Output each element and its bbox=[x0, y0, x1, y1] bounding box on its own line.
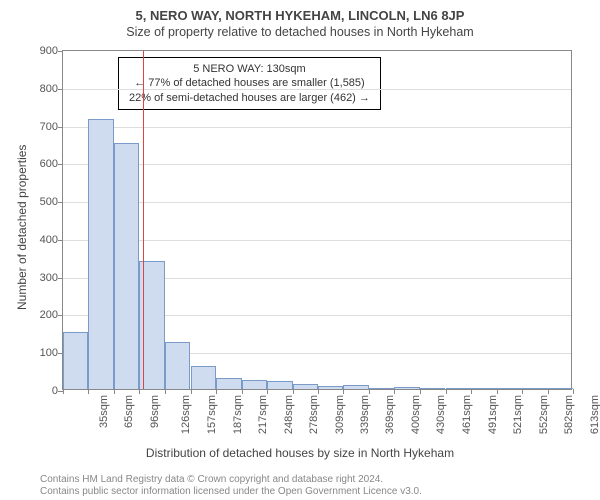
x-tick-label: 65sqm bbox=[123, 395, 135, 428]
y-tick-label: 600 bbox=[40, 158, 58, 170]
histogram-bar bbox=[446, 388, 471, 389]
histogram-bar bbox=[88, 119, 114, 389]
y-tick-mark bbox=[58, 278, 63, 279]
histogram-bar bbox=[548, 388, 573, 389]
y-tick-label: 700 bbox=[40, 121, 58, 133]
x-tick-mark bbox=[420, 389, 421, 394]
x-tick-mark bbox=[267, 389, 268, 394]
x-tick-mark bbox=[165, 389, 166, 394]
y-tick-label: 100 bbox=[40, 347, 58, 359]
x-tick-label: 278sqm bbox=[308, 395, 320, 434]
histogram-bar bbox=[63, 332, 88, 389]
chart-plot-area: 5 NERO WAY: 130sqm ← 77% of detached hou… bbox=[62, 50, 572, 390]
x-tick-mark bbox=[369, 389, 370, 394]
footer-line-2: Contains public sector information licen… bbox=[40, 486, 422, 498]
histogram-bar bbox=[191, 366, 216, 389]
histogram-bar bbox=[497, 388, 522, 389]
title-main: 5, NERO WAY, NORTH HYKEHAM, LINCOLN, LN6… bbox=[0, 0, 600, 23]
x-tick-mark bbox=[318, 389, 319, 394]
x-tick-label: 582sqm bbox=[563, 395, 575, 434]
x-tick-label: 126sqm bbox=[180, 395, 192, 434]
y-tick-mark bbox=[58, 240, 63, 241]
histogram-bar bbox=[394, 387, 420, 389]
x-tick-mark bbox=[216, 389, 217, 394]
y-tick-label: 500 bbox=[40, 196, 58, 208]
x-tick-mark bbox=[548, 389, 549, 394]
reference-line bbox=[143, 51, 144, 389]
histogram-bar bbox=[242, 380, 267, 389]
x-tick-mark bbox=[446, 389, 447, 394]
y-tick-label: 300 bbox=[40, 272, 58, 284]
histogram-bar bbox=[318, 386, 343, 389]
x-tick-label: 187sqm bbox=[232, 395, 244, 434]
x-tick-mark bbox=[394, 389, 395, 394]
x-axis-label: Distribution of detached houses by size … bbox=[0, 446, 600, 460]
x-tick-label: 491sqm bbox=[487, 395, 499, 434]
x-tick-mark bbox=[293, 389, 294, 394]
x-tick-mark bbox=[522, 389, 523, 394]
x-tick-label: 613sqm bbox=[589, 395, 600, 434]
y-axis-label: Number of detached properties bbox=[15, 145, 29, 310]
x-tick-mark bbox=[242, 389, 243, 394]
y-tick-label: 900 bbox=[40, 45, 58, 57]
chart-container: 5, NERO WAY, NORTH HYKEHAM, LINCOLN, LN6… bbox=[0, 0, 600, 500]
x-tick-label: 35sqm bbox=[98, 395, 110, 428]
x-tick-label: 521sqm bbox=[512, 395, 524, 434]
y-tick-mark bbox=[58, 315, 63, 316]
footer-line-1: Contains HM Land Registry data © Crown c… bbox=[40, 474, 422, 486]
x-tick-label: 339sqm bbox=[359, 395, 371, 434]
histogram-bar bbox=[114, 143, 139, 389]
x-tick-mark bbox=[191, 389, 192, 394]
x-tick-mark bbox=[471, 389, 472, 394]
x-tick-label: 369sqm bbox=[384, 395, 396, 434]
x-tick-label: 96sqm bbox=[149, 395, 161, 428]
x-tick-mark bbox=[114, 389, 115, 394]
y-tick-label: 200 bbox=[40, 309, 58, 321]
x-tick-mark bbox=[573, 389, 574, 394]
x-tick-label: 217sqm bbox=[257, 395, 269, 434]
histogram-bar bbox=[369, 388, 394, 389]
histogram-bar bbox=[293, 384, 318, 389]
title-sub: Size of property relative to detached ho… bbox=[0, 23, 600, 39]
x-tick-label: 430sqm bbox=[435, 395, 447, 434]
histogram-bar bbox=[471, 388, 497, 389]
y-gridline bbox=[63, 127, 571, 128]
x-tick-mark bbox=[343, 389, 344, 394]
y-tick-mark bbox=[58, 164, 63, 165]
histogram-bar bbox=[216, 378, 242, 389]
x-tick-label: 157sqm bbox=[206, 395, 218, 434]
histogram-bar bbox=[420, 388, 445, 389]
x-tick-label: 552sqm bbox=[538, 395, 550, 434]
histogram-bar bbox=[522, 388, 548, 389]
y-tick-mark bbox=[58, 51, 63, 52]
info-line-3: 22% of semi-detached houses are larger (… bbox=[129, 91, 370, 105]
histogram-bar bbox=[267, 381, 293, 389]
y-tick-mark bbox=[58, 89, 63, 90]
x-tick-mark bbox=[63, 389, 64, 394]
y-tick-mark bbox=[58, 127, 63, 128]
x-tick-label: 309sqm bbox=[334, 395, 346, 434]
info-line-1: 5 NERO WAY: 130sqm bbox=[129, 62, 370, 76]
x-tick-mark bbox=[497, 389, 498, 394]
x-tick-label: 400sqm bbox=[410, 395, 422, 434]
y-tick-label: 0 bbox=[52, 385, 58, 397]
info-box: 5 NERO WAY: 130sqm ← 77% of detached hou… bbox=[118, 57, 381, 110]
y-gridline bbox=[63, 89, 571, 90]
x-tick-label: 461sqm bbox=[461, 395, 473, 434]
footer-note: Contains HM Land Registry data © Crown c… bbox=[40, 474, 422, 498]
x-tick-label: 248sqm bbox=[283, 395, 295, 434]
histogram-bar bbox=[343, 385, 369, 389]
y-tick-label: 400 bbox=[40, 234, 58, 246]
x-tick-mark bbox=[139, 389, 140, 394]
y-tick-mark bbox=[58, 202, 63, 203]
y-tick-label: 800 bbox=[40, 83, 58, 95]
histogram-bar bbox=[165, 342, 190, 389]
x-tick-mark bbox=[88, 389, 89, 394]
